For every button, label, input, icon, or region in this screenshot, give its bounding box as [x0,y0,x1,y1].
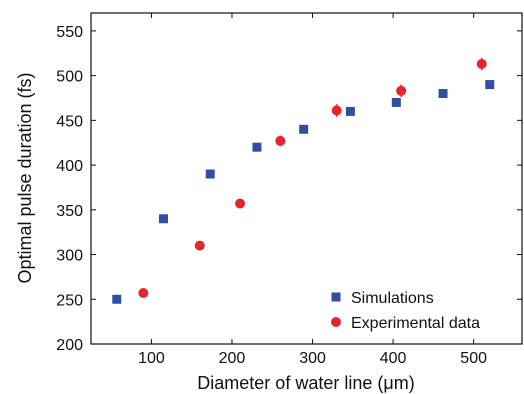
legend-label: Experimental data [351,315,480,332]
experimental-point [194,240,205,251]
legend-circle-icon [331,317,341,327]
plot-marks [112,57,495,304]
legend: Simulations Experimental data [331,290,480,332]
simulation-point [252,142,262,152]
y-tick-label: 350 [56,203,83,220]
x-tick-label: 100 [138,350,165,367]
experimental-point [138,288,149,299]
plot-frame [90,12,523,345]
x-tick-label: 500 [460,350,487,367]
y-tick-label: 450 [56,113,83,130]
x-tick-label: 200 [219,350,246,367]
simulation-point [112,294,122,304]
x-axis-title: Diameter of water line (μm) [197,373,414,393]
legend-square-icon [331,292,341,302]
x-tick-label: 300 [299,350,326,367]
y-tick-label: 300 [56,248,83,265]
experimental-point [331,105,342,116]
experimental-point [476,58,487,69]
simulation-point [438,89,448,99]
simulation-point [391,97,401,107]
y-tick-label: 200 [56,337,83,354]
axis-ticks: 100 200 300 400 500 200 250 300 350 400 450 500 550 [56,13,522,367]
experimental-point [275,135,286,146]
simulation-point [205,169,215,179]
experimental-point [396,85,407,96]
y-tick-label: 400 [56,158,83,175]
simulation-point [159,214,169,224]
simulation-point [299,124,309,134]
y-axis-title: Optimal pulse duration (fs) [15,72,35,283]
legend-label: Simulations [351,290,434,307]
y-tick-label: 250 [56,292,83,309]
simulation-point [485,80,495,90]
y-tick-label: 550 [56,24,83,41]
y-tick-label: 500 [56,69,83,86]
experimental-point [235,198,246,209]
x-tick-label: 400 [380,350,407,367]
simulation-point [345,106,355,116]
